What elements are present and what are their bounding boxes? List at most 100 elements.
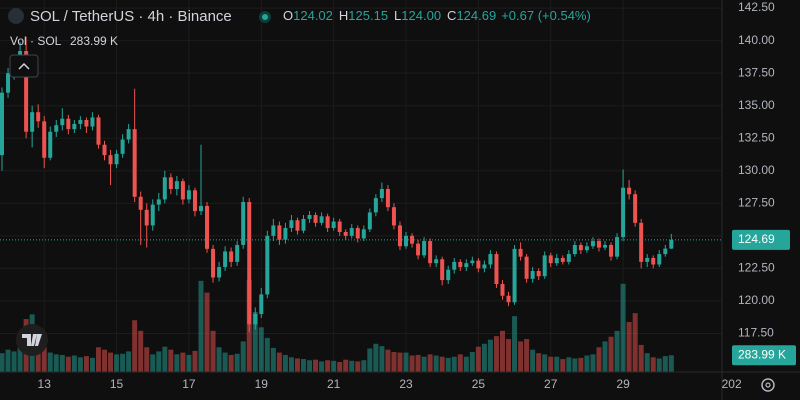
volume-bar (481, 343, 487, 372)
volume-bar (506, 339, 512, 372)
candle-body (144, 209, 149, 226)
x-tick-label: 19 (255, 377, 269, 391)
volume-value: 283.99 K (70, 34, 118, 48)
x-tick-label: 27 (544, 377, 558, 391)
candle-body (30, 112, 35, 132)
volume-bar (379, 346, 385, 372)
symbol-icon[interactable] (8, 8, 24, 24)
candle-body (84, 120, 89, 127)
y-tick-label: 140.00 (738, 33, 775, 47)
candle-body (174, 181, 179, 189)
candle-body (416, 243, 421, 256)
candle-body (42, 121, 47, 158)
volume-bar (493, 336, 499, 372)
last-volume-tag (732, 345, 796, 366)
candle-body (150, 204, 155, 226)
volume-bar (319, 361, 325, 372)
volume-bar (656, 358, 662, 372)
volume-bar (17, 347, 23, 372)
candle-body (319, 216, 324, 223)
candle-body (470, 260, 475, 264)
candle-body (168, 177, 173, 189)
candle-body (458, 261, 463, 268)
volume-bar (650, 357, 656, 372)
volume-bar (47, 352, 53, 372)
volume-bar (186, 354, 192, 372)
volume-bar (114, 354, 120, 372)
volume-bar (662, 356, 668, 372)
candle-body (482, 264, 487, 269)
volume-bar (102, 349, 108, 372)
candle-body (488, 254, 493, 265)
candle-body (66, 118, 71, 130)
candle-body (295, 220, 300, 231)
volume-bar (451, 356, 457, 372)
volume-bar (204, 292, 210, 372)
candle-body (379, 188, 384, 199)
candle-body (609, 244, 614, 257)
candle-body (271, 225, 276, 236)
volume-bar (343, 359, 349, 372)
time-axis-bg (0, 372, 800, 400)
candle-body (0, 92, 4, 156)
candle-body (530, 270, 535, 279)
symbol-title[interactable]: SOL / TetherUS · 4h · Binance (30, 8, 232, 25)
candle-body (156, 199, 161, 205)
settings-button[interactable] (761, 378, 775, 392)
volume-bar (180, 352, 186, 372)
volume-bar (385, 349, 391, 372)
volume-bar (77, 357, 83, 372)
volume-bar (355, 361, 361, 372)
volume-bar (536, 353, 542, 372)
volume-bar (638, 344, 644, 372)
candle-body (229, 251, 234, 262)
collapse-button[interactable] (9, 54, 39, 78)
volume-bar (65, 356, 71, 372)
volume-bar (518, 341, 524, 372)
candle-body (331, 221, 336, 229)
volume-bar (578, 357, 584, 372)
candle-body (584, 246, 589, 251)
candle-body (385, 188, 390, 208)
candle-body (428, 241, 433, 264)
volume-bar (156, 351, 162, 372)
candle-body (114, 153, 119, 165)
candle-body (108, 155, 113, 165)
x-tick-label: 25 (472, 377, 486, 391)
candle-body (645, 257, 650, 262)
candle-body (494, 254, 499, 285)
candle-body (198, 205, 203, 212)
x-tick-label: 29 (616, 377, 630, 391)
volume-bar (475, 346, 481, 372)
volume-bar (0, 353, 5, 372)
candle-body (289, 220, 294, 229)
candle-body (180, 181, 185, 200)
candle-body (446, 269, 451, 281)
candle-body (102, 144, 107, 156)
volume-bar (439, 356, 445, 372)
volume-bar (198, 280, 204, 372)
h-key: H (339, 8, 348, 23)
volume-bar (162, 346, 168, 372)
volume-bar (499, 330, 505, 372)
candle-body (548, 255, 553, 264)
volume-bar (144, 347, 150, 372)
candle-body (253, 313, 258, 325)
candle-body (560, 257, 565, 262)
y-tick-label: 120.00 (738, 293, 775, 307)
change: +0.67 (+0.54%) (501, 8, 591, 23)
candle-body (524, 256, 529, 279)
x-tick-label: 13 (38, 377, 52, 391)
candle-body (657, 254, 662, 265)
candle-body (397, 225, 402, 247)
candle-body (355, 228, 360, 239)
volume-bar (216, 347, 222, 372)
l-value: 124.00 (401, 8, 441, 23)
candle-body (24, 51, 29, 132)
volume-bar (174, 354, 180, 372)
y-tick-label: 122.50 (738, 261, 775, 275)
o-value: 124.02 (293, 8, 333, 23)
candle-body (621, 187, 626, 238)
